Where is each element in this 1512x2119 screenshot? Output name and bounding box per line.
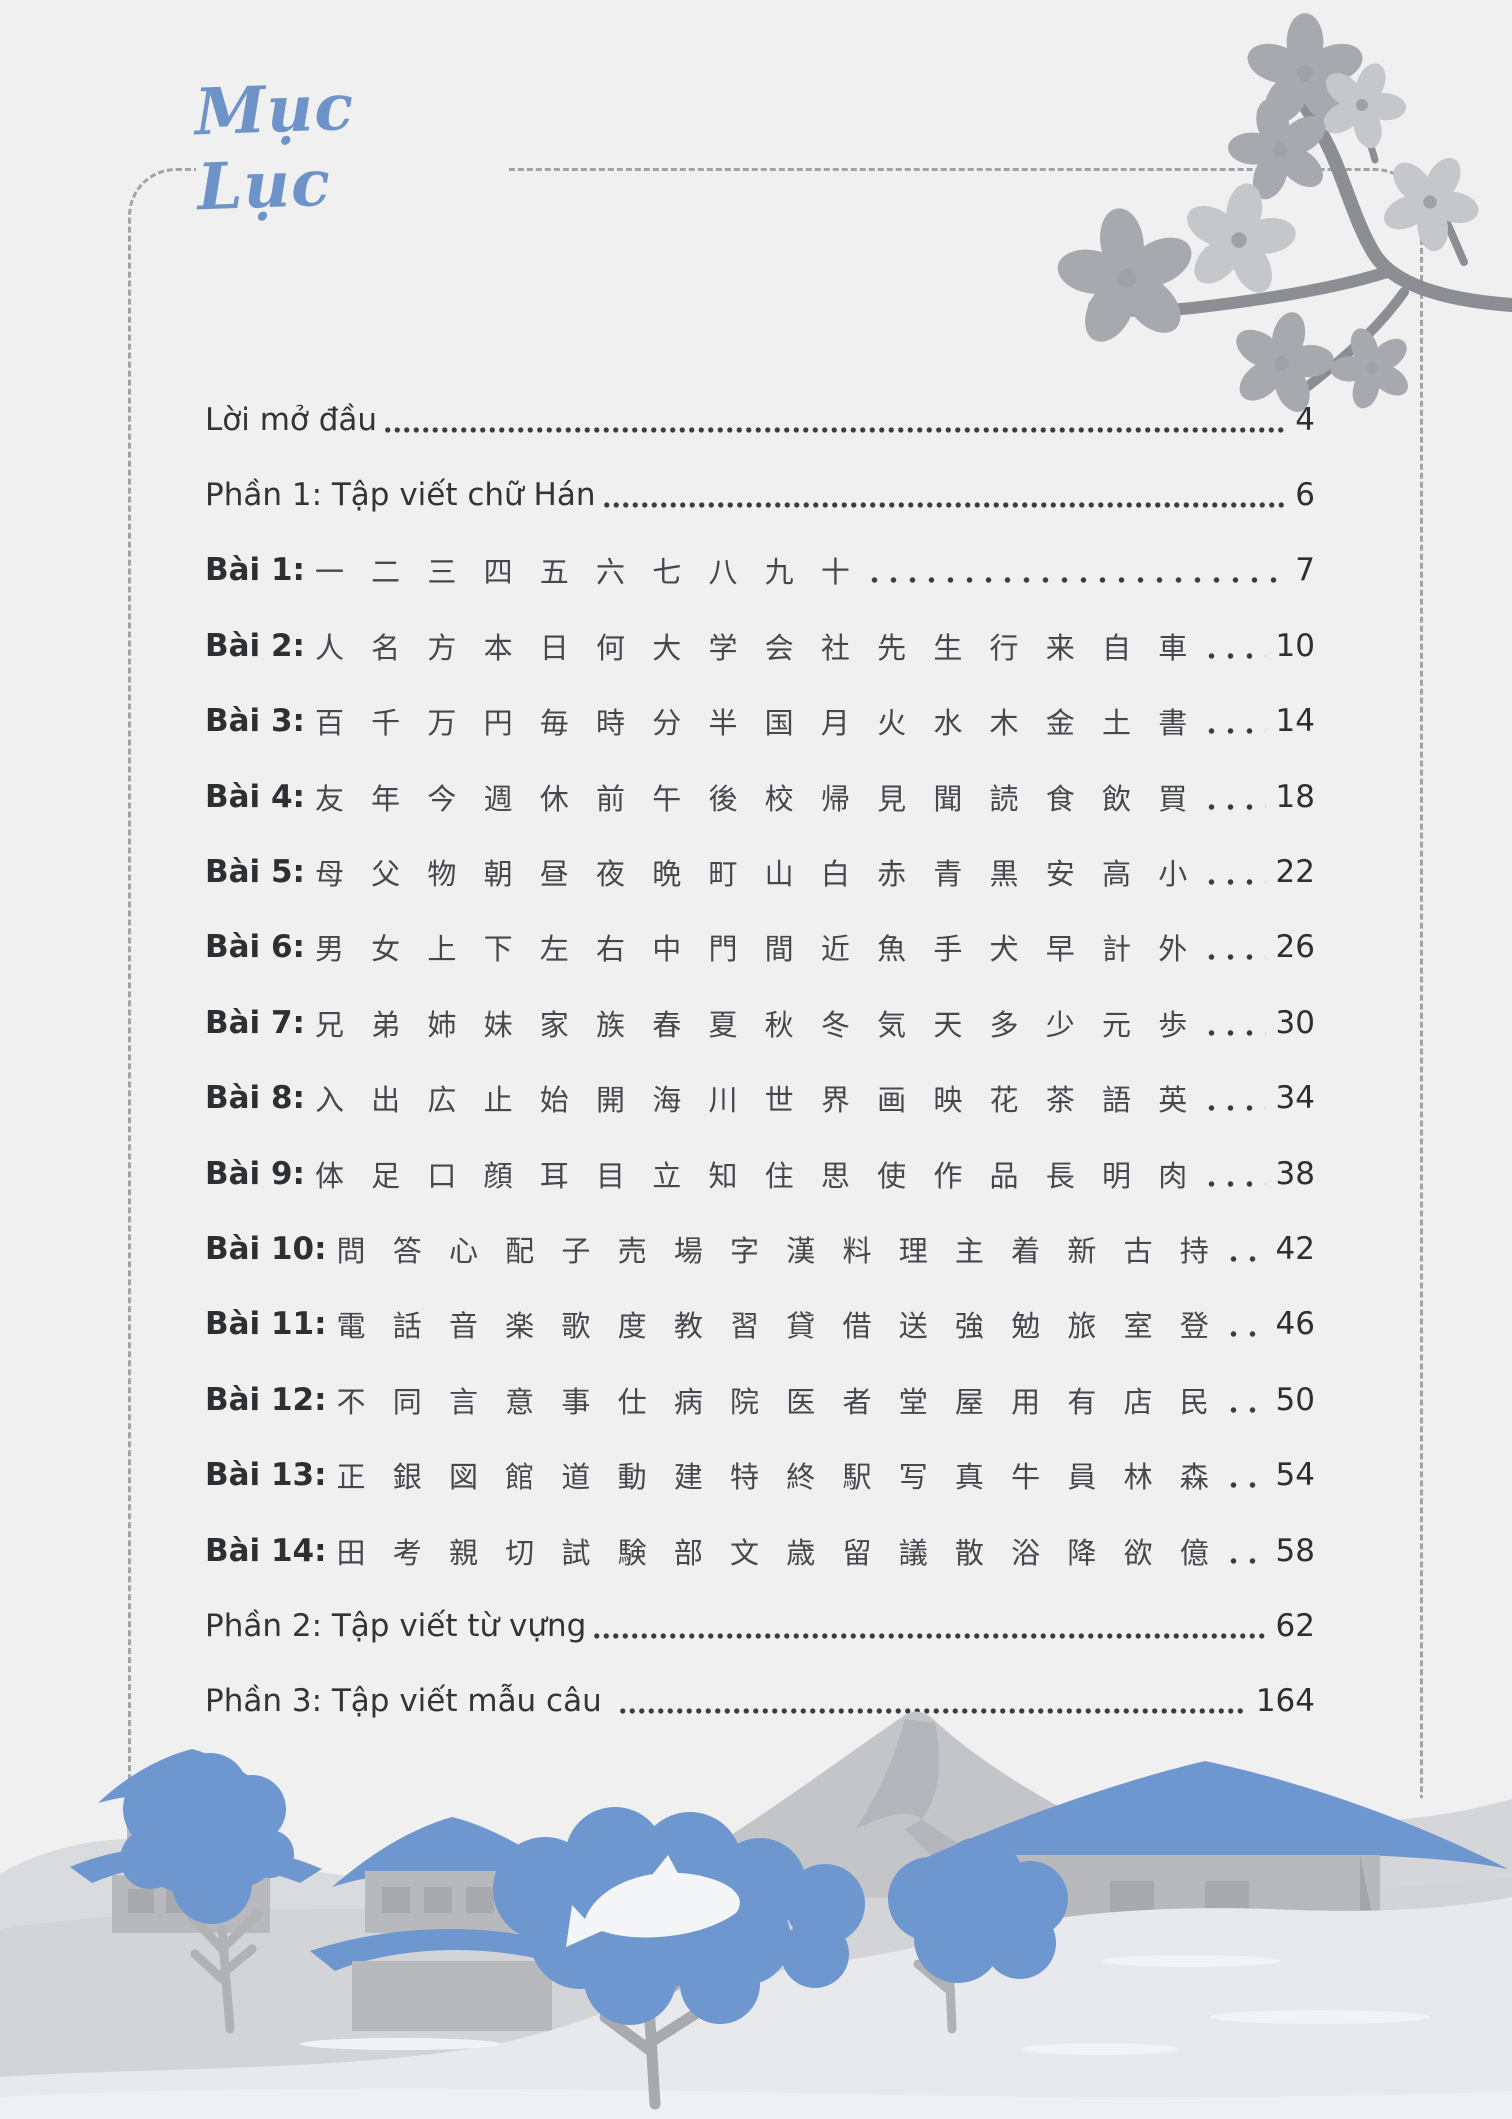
toc-entry: Bài 7: 兄 弟 姉 妹 家 族 春 夏 秋 冬 気 天 多 少 元 歩 3… xyxy=(205,985,1315,1060)
dot-leader xyxy=(1221,1302,1266,1347)
toc-entry: Bài 6: 男 女 上 下 左 右 中 門 間 近 魚 手 犬 早 計 外 2… xyxy=(205,910,1315,985)
toc-entry-page-number: 42 xyxy=(1275,1230,1315,1267)
toc-entry-label: Bài 7: xyxy=(205,1004,305,1041)
dot-leader xyxy=(1200,1151,1266,1196)
toc-entry: Bài 10: 問 答 心 配 子 売 場 字 漢 料 理 主 着 新 古 持 … xyxy=(205,1211,1315,1286)
toc-list: Lời mở đầu 4 Phần 1: Tập viết chữ Hán 6 … xyxy=(205,382,1315,1739)
toc-entry-kanji: 電 話 音 楽 歌 度 教 習 貸 借 送 強 勉 旅 室 登 xyxy=(336,1309,1218,1344)
toc-entry-label: Bài 10: xyxy=(205,1230,327,1267)
dot-leader xyxy=(1200,774,1266,819)
toc-entry: Lời mở đầu 4 xyxy=(205,382,1315,457)
landscape-illustration xyxy=(0,1711,1512,2119)
toc-entry-label: Phần 2: Tập viết từ vựng xyxy=(205,1607,587,1644)
toc-entry-page-number: 26 xyxy=(1275,929,1315,966)
toc-entry: Bài 12: 不 同 言 意 事 仕 病 院 医 者 堂 屋 用 有 店 民 … xyxy=(205,1362,1315,1437)
toc-entry: Bài 9: 体 足 口 顔 耳 目 立 知 住 思 使 作 品 長 明 肉 3… xyxy=(205,1136,1315,1211)
toc-entry: Bài 11: 電 話 音 楽 歌 度 教 習 貸 借 送 強 勉 旅 室 登 … xyxy=(205,1287,1315,1362)
toc-entry: Bài 8: 入 出 広 止 始 開 海 川 世 界 画 映 花 茶 語 英 3… xyxy=(205,1061,1315,1136)
dot-leader xyxy=(599,473,1286,518)
page-title: Mục Lục xyxy=(193,69,356,226)
toc-entry-kanji: 問 答 心 配 子 売 場 字 漢 料 理 主 着 新 古 持 xyxy=(336,1233,1218,1268)
toc-entry-kanji: 不 同 言 意 事 仕 病 院 医 者 堂 屋 用 有 店 民 xyxy=(336,1384,1218,1419)
toc-entry-label: Bài 11: xyxy=(205,1306,327,1343)
toc-entry-page-number: 7 xyxy=(1295,552,1315,589)
toc-entry-page-number: 30 xyxy=(1275,1004,1315,1041)
dot-leader xyxy=(1221,1528,1266,1573)
toc-entry-page-number: 18 xyxy=(1275,778,1315,815)
dot-leader xyxy=(1221,1226,1266,1271)
toc-entry: Bài 3: 百 千 万 円 毎 時 分 半 国 月 火 水 木 金 土 書 1… xyxy=(205,684,1315,759)
toc-entry-page-number: 62 xyxy=(1275,1607,1315,1644)
toc-entry: Bài 4: 友 年 今 週 休 前 午 後 校 帰 見 聞 読 食 飲 買 1… xyxy=(205,759,1315,834)
toc-entry-label: Bài 8: xyxy=(205,1080,305,1117)
toc-entry-kanji: 体 足 口 顔 耳 目 立 知 住 思 使 作 品 長 明 肉 xyxy=(314,1158,1197,1193)
toc-entry-kanji: 兄 弟 姉 妹 家 族 春 夏 秋 冬 気 天 多 少 元 歩 xyxy=(314,1007,1197,1042)
toc-entry-page-number: 10 xyxy=(1275,627,1315,664)
toc-entry-page-number: 22 xyxy=(1275,854,1315,891)
toc-entry-label: Phần 3: Tập viết mẫu câu xyxy=(205,1683,612,1720)
toc-entry-page-number: 50 xyxy=(1275,1381,1315,1418)
toc-entry: Bài 2: 人 名 方 本 日 何 大 学 会 社 先 生 行 来 自 車 1… xyxy=(205,608,1315,683)
toc-entry-kanji: 人 名 方 本 日 何 大 学 会 社 先 生 行 来 自 車 xyxy=(314,630,1197,665)
toc-entry-page-number: 6 xyxy=(1295,477,1315,514)
toc-entry: Phần 3: Tập viết mẫu câu 164 xyxy=(205,1664,1315,1739)
dot-leader xyxy=(1200,1076,1266,1121)
dot-leader xyxy=(1200,623,1266,668)
toc-entry: Phần 2: Tập viết từ vựng 62 xyxy=(205,1588,1315,1663)
toc-entry-kanji: 一 二 三 四 五 六 七 八 九 十 xyxy=(314,555,859,590)
toc-entry-label: Bài 5: xyxy=(205,854,305,891)
toc-entry: Bài 13: 正 銀 図 館 道 動 建 特 終 駅 写 真 牛 員 林 森 … xyxy=(205,1437,1315,1512)
dot-leader xyxy=(381,397,1286,442)
toc-entry-label: Bài 6: xyxy=(205,929,305,966)
page-title-wrap: Mục Lục xyxy=(193,70,506,225)
dashed-page-border xyxy=(128,168,1423,1798)
toc-entry-label: Bài 1: xyxy=(205,552,305,589)
dot-leader xyxy=(615,1679,1246,1724)
toc-entry-label: Phần 1: Tập viết chữ Hán xyxy=(205,477,596,514)
dot-leader xyxy=(590,1603,1266,1648)
toc-entry-kanji: 友 年 今 週 休 前 午 後 校 帰 見 聞 読 食 飲 買 xyxy=(314,781,1197,816)
toc-entry: Bài 1: 一 二 三 四 五 六 七 八 九 十 7 xyxy=(205,533,1315,608)
toc-entry-label: Bài 2: xyxy=(205,627,305,664)
toc-entry-kanji: 田 考 親 切 試 験 部 文 歳 留 議 散 浴 降 欲 億 xyxy=(336,1535,1218,1570)
toc-entry-label: Bài 13: xyxy=(205,1457,327,1494)
toc-entry-label: Bài 14: xyxy=(205,1532,327,1569)
toc-entry-page-number: 34 xyxy=(1275,1080,1315,1117)
dot-leader xyxy=(1221,1453,1266,1498)
dot-leader xyxy=(1200,1000,1266,1045)
toc-entry-label: Bài 12: xyxy=(205,1381,327,1418)
toc-entry: Bài 5: 母 父 物 朝 昼 夜 晩 町 山 白 赤 青 黒 安 高 小 2… xyxy=(205,834,1315,909)
toc-entry-page-number: 58 xyxy=(1275,1532,1315,1569)
toc-entry-page-number: 46 xyxy=(1275,1306,1315,1343)
dot-leader xyxy=(1200,699,1266,744)
koi-fish-icon xyxy=(566,1872,740,1947)
toc-entry-kanji: 入 出 広 止 始 開 海 川 世 界 画 映 花 茶 語 英 xyxy=(314,1083,1197,1118)
toc-entry-label: Lời mở đầu xyxy=(205,401,378,438)
dot-leader xyxy=(862,548,1286,593)
dot-leader xyxy=(1200,850,1266,895)
toc-entry-kanji: 百 千 万 円 毎 時 分 半 国 月 火 水 木 金 土 書 xyxy=(314,706,1197,741)
toc-entry: Bài 14: 田 考 親 切 試 験 部 文 歳 留 議 散 浴 降 欲 億 … xyxy=(205,1513,1315,1588)
toc-entry-kanji: 母 父 物 朝 昼 夜 晩 町 山 白 赤 青 黒 安 高 小 xyxy=(314,857,1197,892)
toc-entry-page-number: 14 xyxy=(1275,703,1315,740)
toc-entry-kanji: 男 女 上 下 左 右 中 門 間 近 魚 手 犬 早 計 外 xyxy=(314,932,1197,967)
toc-entry: Phần 1: Tập viết chữ Hán 6 xyxy=(205,457,1315,532)
dot-leader xyxy=(1200,925,1266,970)
toc-entry-label: Bài 9: xyxy=(205,1155,305,1192)
toc-entry-page-number: 54 xyxy=(1275,1457,1315,1494)
toc-entry-label: Bài 3: xyxy=(205,703,305,740)
cherry-blossom-icon xyxy=(1044,13,1512,427)
toc-entry-page-number: 164 xyxy=(1255,1683,1315,1720)
toc-entry-label: Bài 4: xyxy=(205,778,305,815)
dot-leader xyxy=(1221,1377,1266,1422)
toc-entry-kanji: 正 銀 図 館 道 動 建 特 終 駅 写 真 牛 員 林 森 xyxy=(336,1460,1218,1495)
toc-entry-page-number: 38 xyxy=(1275,1155,1315,1192)
